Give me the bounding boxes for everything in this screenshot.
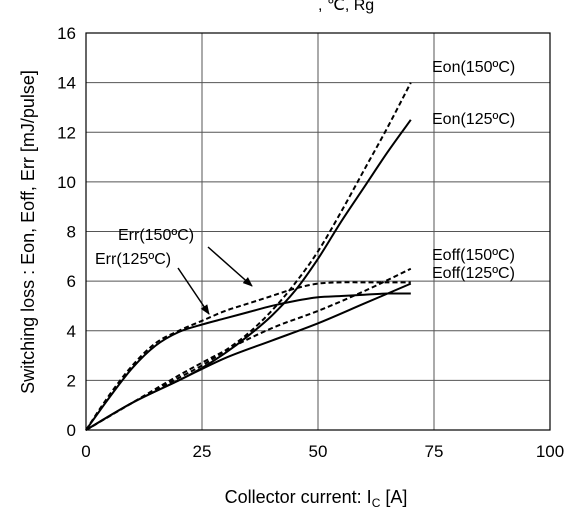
y-tick-label: 14 xyxy=(57,74,76,93)
plot-frame xyxy=(85,32,551,431)
y-tick-label: 0 xyxy=(67,421,76,440)
x-axis-title-subscript: C xyxy=(372,496,381,510)
label-eoff-125: Eoff(125ºC) xyxy=(432,265,515,282)
y-tick-label: 12 xyxy=(57,123,76,142)
x-tick-label: 50 xyxy=(309,442,328,461)
x-tick-labels: 0 25 50 75 100 xyxy=(81,442,564,461)
y-axis-title: Switching loss : Eon, Eoff, Err [mJ/puls… xyxy=(18,70,38,394)
label-eon-150: Eon(150ºC) xyxy=(432,59,515,76)
x-tick-label: 25 xyxy=(193,442,212,461)
y-tick-label: 10 xyxy=(57,173,76,192)
x-tick-label: 0 xyxy=(81,442,90,461)
y-tick-label: 16 xyxy=(57,24,76,43)
y-tick-labels: 0 2 4 6 8 10 12 14 16 xyxy=(57,24,76,440)
label-eoff-150: Eoff(150ºC) xyxy=(432,247,515,264)
series-line-eoff-125-c xyxy=(85,282,412,431)
series-line-eon-150-c xyxy=(85,82,412,431)
chart-title: , ℃, Rg xyxy=(318,0,374,14)
label-eon-125: Eon(125ºC) xyxy=(432,111,515,128)
series-line-err-125-c xyxy=(85,292,411,431)
label-err-150: Err(150ºC) xyxy=(118,227,194,244)
series-lines xyxy=(85,82,412,431)
series-line-eon-125-c xyxy=(85,119,412,431)
x-tick-label: 100 xyxy=(536,442,564,461)
series-line-err-150-c xyxy=(85,281,411,431)
x-tick-label: 75 xyxy=(425,442,444,461)
y-tick-label: 8 xyxy=(67,223,76,242)
x-axis-title-main: Collector current: I xyxy=(225,487,372,507)
label-err-125: Err(125ºC) xyxy=(95,251,171,268)
y-tick-label: 6 xyxy=(67,272,76,291)
arrow-err-150 xyxy=(207,246,253,287)
y-tick-label: 4 xyxy=(67,322,76,341)
y-tick-label: 2 xyxy=(67,371,76,390)
x-axis-title-unit: [A] xyxy=(380,487,407,507)
x-axis-title: Collector current: IC [A] xyxy=(225,487,408,510)
arrow-err-125 xyxy=(177,267,210,315)
